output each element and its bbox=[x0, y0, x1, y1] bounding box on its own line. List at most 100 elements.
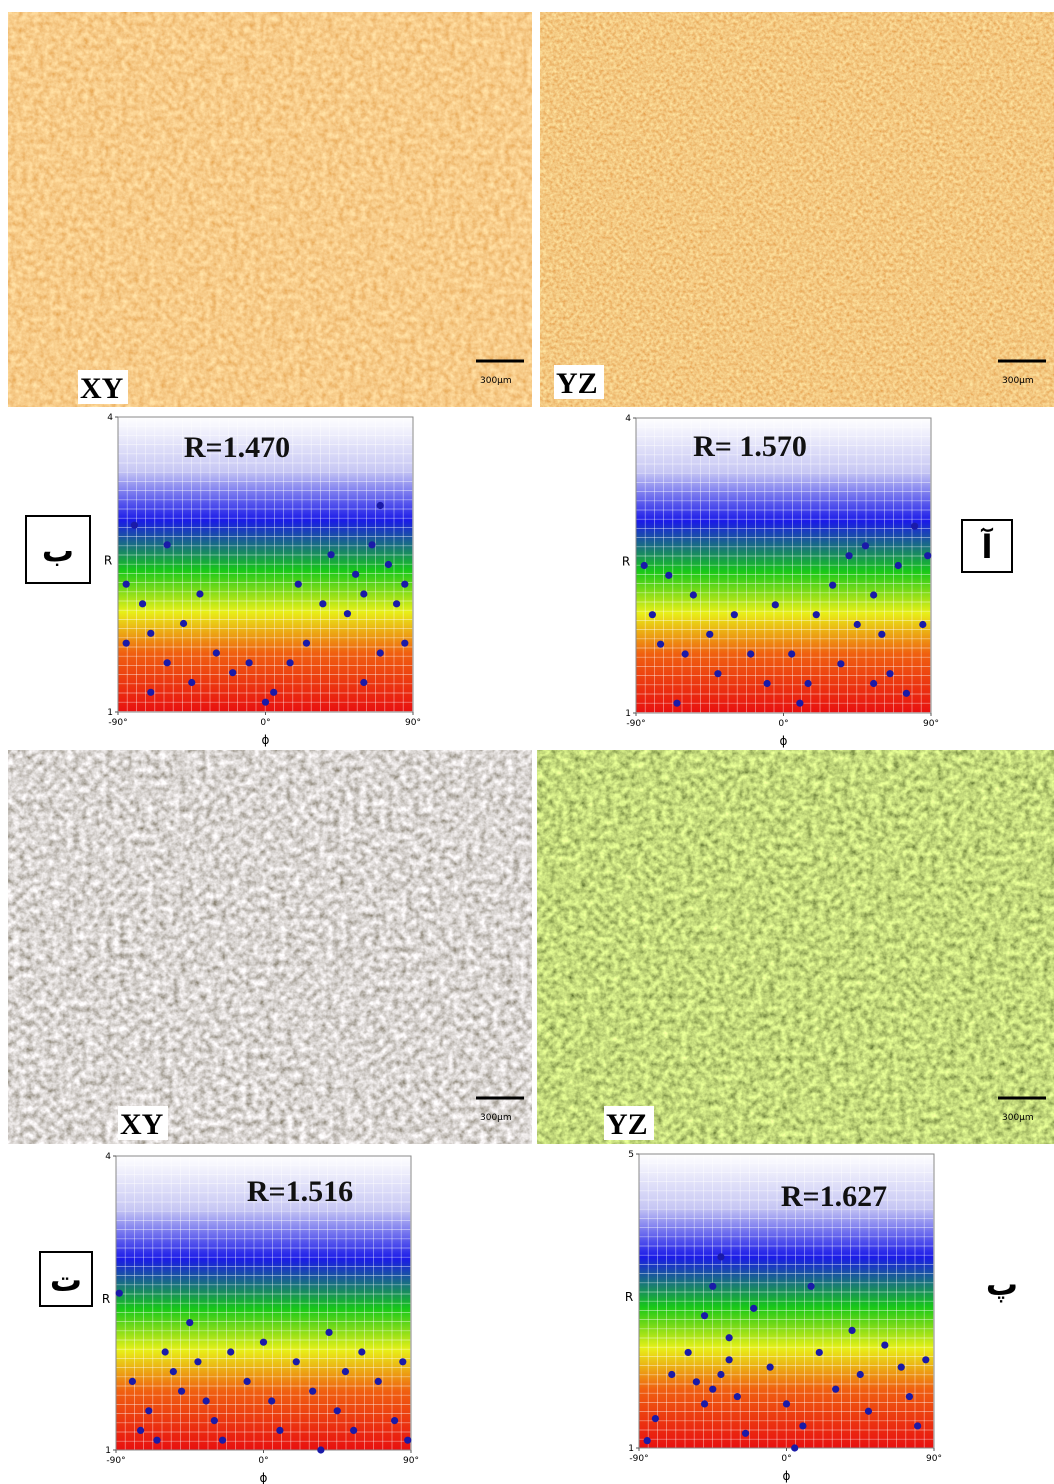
point bbox=[881, 1342, 888, 1349]
point bbox=[747, 650, 754, 657]
point bbox=[262, 699, 269, 706]
point bbox=[649, 611, 656, 618]
x-axis-label: ϕ bbox=[262, 733, 270, 747]
point bbox=[129, 1378, 136, 1385]
point bbox=[170, 1368, 177, 1375]
point bbox=[657, 641, 664, 648]
point bbox=[244, 1378, 251, 1385]
point bbox=[360, 590, 367, 597]
point bbox=[682, 650, 689, 657]
point bbox=[317, 1446, 324, 1453]
point bbox=[799, 1422, 806, 1429]
point bbox=[164, 659, 171, 666]
point bbox=[857, 1371, 864, 1378]
micrograph-label: YZ bbox=[556, 367, 598, 400]
point bbox=[164, 541, 171, 548]
point bbox=[796, 700, 803, 707]
point bbox=[717, 1253, 724, 1260]
point bbox=[303, 640, 310, 647]
y-tick-label: 1 bbox=[625, 709, 631, 719]
point bbox=[147, 630, 154, 637]
x-tick-label: 0° bbox=[260, 718, 270, 728]
point bbox=[286, 659, 293, 666]
point bbox=[385, 561, 392, 568]
point bbox=[714, 670, 721, 677]
point bbox=[145, 1407, 152, 1414]
y-axis-label: R bbox=[104, 554, 112, 568]
point bbox=[652, 1415, 659, 1422]
point bbox=[914, 1422, 921, 1429]
point bbox=[870, 591, 877, 598]
point bbox=[845, 552, 852, 559]
x-tick-label: 90° bbox=[923, 719, 939, 729]
x-tick-label: -90° bbox=[626, 719, 645, 729]
x-axis-label: ϕ bbox=[783, 1469, 791, 1483]
point bbox=[870, 680, 877, 687]
point bbox=[196, 590, 203, 597]
point bbox=[194, 1358, 201, 1365]
point bbox=[399, 1358, 406, 1365]
point bbox=[693, 1378, 700, 1385]
x-tick-label: 90° bbox=[405, 718, 421, 728]
y-tick-label: 1 bbox=[107, 708, 113, 718]
point bbox=[377, 649, 384, 656]
x-tick-label: 0° bbox=[258, 1456, 268, 1466]
point bbox=[837, 660, 844, 667]
point bbox=[854, 621, 861, 628]
point bbox=[293, 1358, 300, 1365]
r-value: R=1.470 bbox=[184, 431, 290, 464]
point bbox=[325, 1329, 332, 1336]
x-tick-label: 0° bbox=[778, 719, 788, 729]
point bbox=[922, 1356, 929, 1363]
point bbox=[342, 1368, 349, 1375]
point bbox=[665, 572, 672, 579]
point bbox=[393, 600, 400, 607]
point bbox=[924, 552, 931, 559]
point bbox=[203, 1397, 210, 1404]
point bbox=[788, 650, 795, 657]
point bbox=[309, 1388, 316, 1395]
micrograph-label: XY bbox=[120, 1108, 164, 1141]
r-value: R=1.516 bbox=[247, 1175, 353, 1208]
y-tick-label: 5 bbox=[628, 1150, 634, 1160]
panel-label: آ bbox=[981, 527, 994, 566]
point bbox=[898, 1364, 905, 1371]
point bbox=[375, 1378, 382, 1385]
point bbox=[791, 1444, 798, 1451]
point bbox=[186, 1319, 193, 1326]
point bbox=[690, 591, 697, 598]
point bbox=[673, 700, 680, 707]
scale-text: 300µm bbox=[1002, 1113, 1034, 1123]
x-tick-label: -90° bbox=[106, 1456, 125, 1466]
point bbox=[295, 581, 302, 588]
scale-text: 300µm bbox=[1002, 376, 1034, 386]
point bbox=[726, 1356, 733, 1363]
point bbox=[391, 1417, 398, 1424]
micrograph bbox=[8, 750, 532, 1144]
r-value: R=1.627 bbox=[781, 1180, 887, 1213]
point bbox=[829, 582, 836, 589]
point bbox=[706, 631, 713, 638]
point bbox=[211, 1417, 218, 1424]
point bbox=[401, 581, 408, 588]
point bbox=[764, 680, 771, 687]
figure: XY300µmYZ300µmXY300µmYZ300µm-90°0°90°14R… bbox=[0, 0, 1054, 1484]
point bbox=[644, 1437, 651, 1444]
point bbox=[344, 610, 351, 617]
x-tick-label: 90° bbox=[403, 1456, 419, 1466]
y-axis-label: R bbox=[625, 1290, 633, 1304]
y-tick-label: 1 bbox=[628, 1444, 634, 1454]
point bbox=[717, 1371, 724, 1378]
point bbox=[270, 689, 277, 696]
point bbox=[903, 690, 910, 697]
point bbox=[767, 1364, 774, 1371]
y-tick-label: 1 bbox=[105, 1446, 111, 1456]
y-axis-label: R bbox=[102, 1292, 110, 1306]
r-value: R= 1.570 bbox=[693, 430, 807, 463]
point bbox=[123, 581, 130, 588]
point bbox=[131, 522, 138, 529]
point bbox=[229, 669, 236, 676]
x-tick-label: 0° bbox=[781, 1454, 791, 1464]
point bbox=[319, 600, 326, 607]
x-tick-label: -90° bbox=[108, 718, 127, 728]
